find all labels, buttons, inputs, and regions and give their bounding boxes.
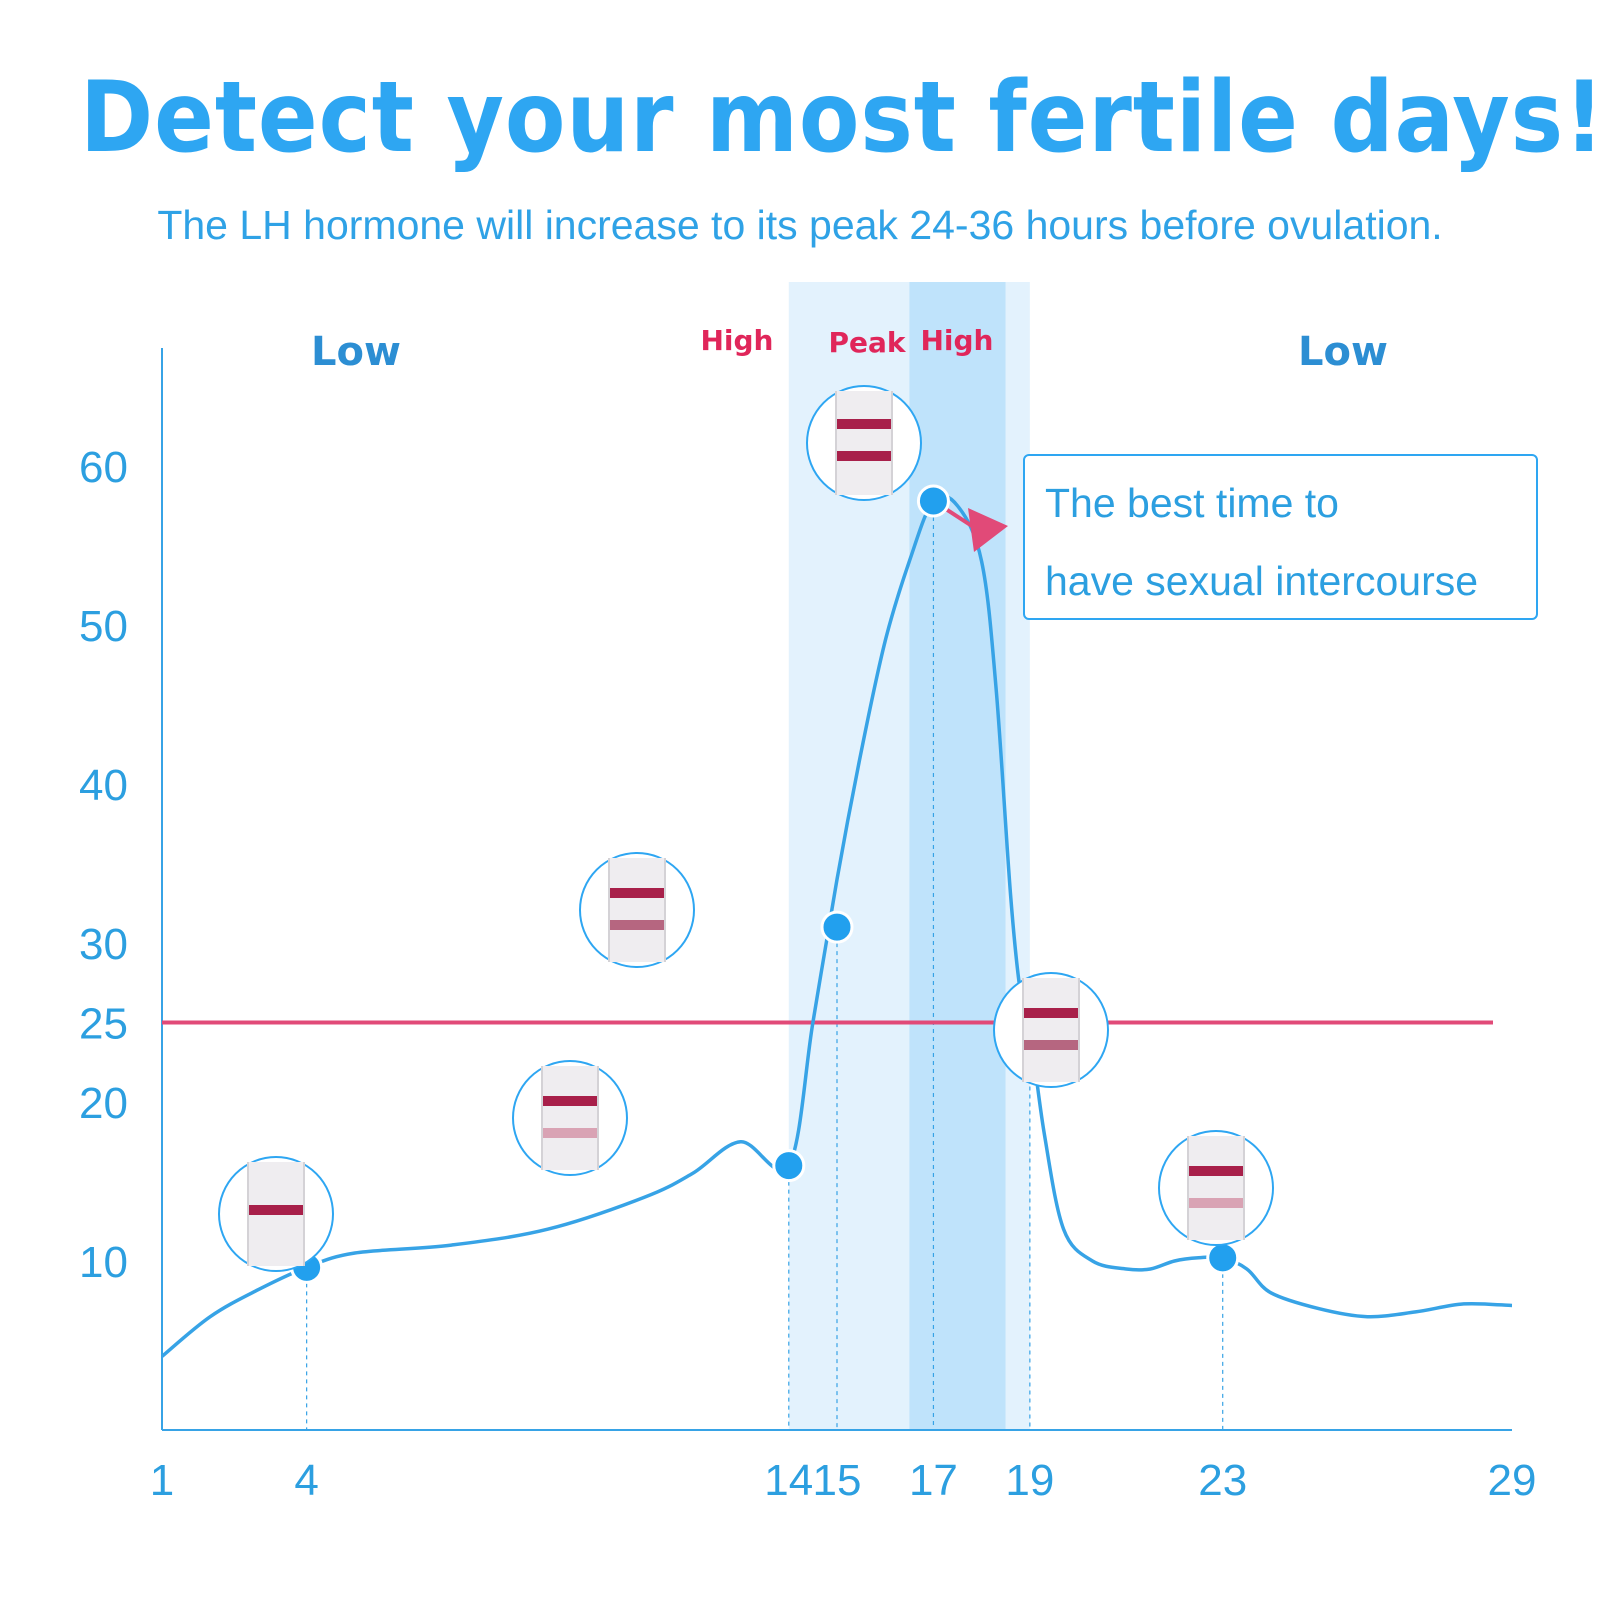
zone-label-high: High xyxy=(920,324,993,357)
y-tick-label: 30 xyxy=(79,920,128,969)
y-tick-label: 50 xyxy=(79,602,128,651)
callout-line-2: have sexual intercourse xyxy=(1045,558,1479,604)
axes xyxy=(161,348,1512,1431)
data-point xyxy=(1206,1241,1240,1275)
best-time-callout: The best time to have sexual intercourse xyxy=(1023,454,1538,620)
test-strip-icon xyxy=(1158,1130,1274,1246)
test-strip-icon xyxy=(806,385,922,501)
x-tick-label: 17 xyxy=(909,1456,958,1505)
test-strip-icon xyxy=(579,852,695,968)
data-point xyxy=(916,484,950,518)
x-tick-label: 15 xyxy=(813,1456,862,1505)
x-tick-label: 19 xyxy=(1005,1456,1054,1505)
x-tick-label: 29 xyxy=(1488,1456,1537,1505)
strip-body xyxy=(542,1066,598,1170)
data-point xyxy=(820,910,854,944)
strip-result-line xyxy=(543,1128,597,1138)
y-tick-label: 40 xyxy=(79,761,128,810)
y-tick-label: 25 xyxy=(79,1000,128,1049)
strip-result-line xyxy=(1189,1198,1243,1208)
page-subtitle: The LH hormone will increase to its peak… xyxy=(157,202,1443,248)
zone-label-low: Low xyxy=(311,329,401,375)
y-tick-label: 10 xyxy=(79,1238,128,1287)
page-title: Detect your most fertile days! xyxy=(80,61,1600,175)
zone-label-high: High xyxy=(700,324,773,357)
y-tick-label: 60 xyxy=(79,443,128,492)
strip-result-line xyxy=(610,888,664,898)
strip-result-line xyxy=(1024,1040,1078,1050)
x-tick-label: 23 xyxy=(1198,1456,1247,1505)
strip-result-line xyxy=(1024,1008,1078,1018)
strip-body xyxy=(1023,978,1079,1082)
strip-result-line xyxy=(543,1096,597,1106)
zone-bands xyxy=(788,282,1030,1430)
x-tick-label: 4 xyxy=(294,1456,318,1505)
dashed-guides xyxy=(306,500,1224,1430)
callout-line-1: The best time to xyxy=(1045,480,1339,526)
strip-result-line xyxy=(249,1205,303,1215)
test-strips xyxy=(218,385,1274,1272)
strip-body xyxy=(609,858,665,962)
y-tick-label: 20 xyxy=(79,1079,128,1128)
strip-result-line xyxy=(837,419,891,429)
zone-label-peak: Peak xyxy=(828,326,906,359)
test-strip-icon xyxy=(218,1156,334,1272)
zone-labels: Low High Peak High Low xyxy=(311,324,1388,375)
strip-result-line xyxy=(610,920,664,930)
strip-body xyxy=(836,391,892,495)
strip-body xyxy=(1188,1136,1244,1240)
strip-result-line xyxy=(1189,1166,1243,1176)
x-tick-label: 1 xyxy=(150,1456,174,1505)
data-point xyxy=(772,1149,806,1183)
x-tick-label: 14 xyxy=(764,1456,813,1505)
zone-band-peak-2 xyxy=(909,282,1006,1430)
test-strip-icon xyxy=(993,972,1109,1088)
arrow-head xyxy=(968,508,1008,552)
strip-result-line xyxy=(837,451,891,461)
test-strip-icon xyxy=(512,1060,628,1176)
zone-label-low: Low xyxy=(1298,329,1388,375)
